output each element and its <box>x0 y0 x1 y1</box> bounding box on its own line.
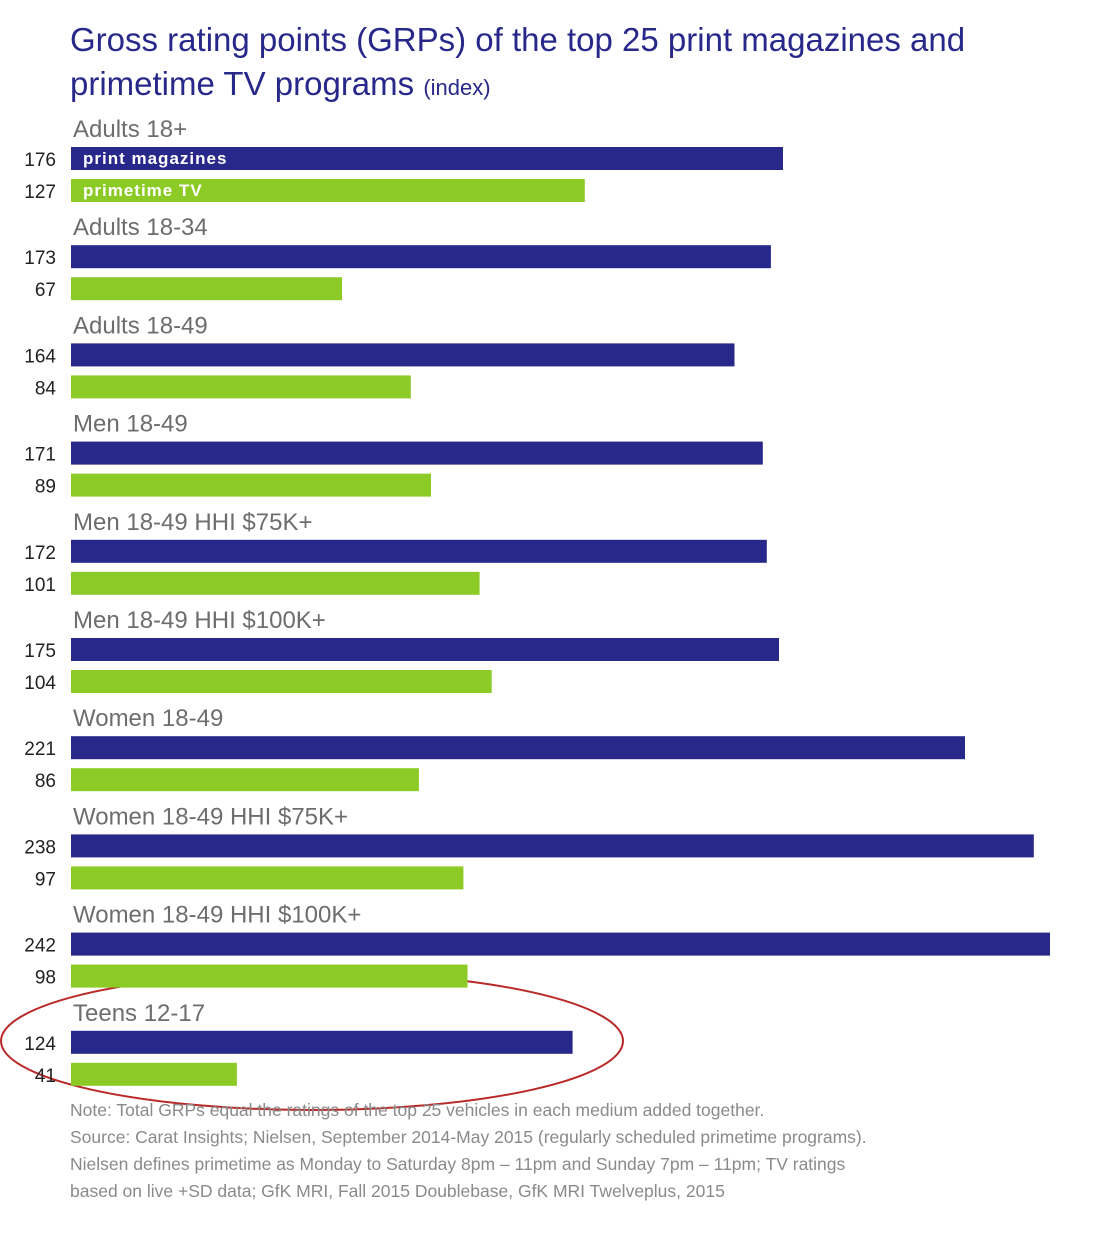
source-line: Source: Carat Insights; Nielsen, Septemb… <box>70 1127 867 1147</box>
value-label: 173 <box>24 248 56 269</box>
value-label: 98 <box>35 968 56 989</box>
value-label: 172 <box>24 543 56 564</box>
print-bar <box>71 736 965 760</box>
value-label: 67 <box>35 280 56 301</box>
print-bar <box>71 932 1050 956</box>
tv-bar <box>71 768 419 792</box>
value-label: 86 <box>35 771 56 792</box>
group-label: Adults 18-49 <box>73 312 208 339</box>
print-bar <box>71 147 783 170</box>
value-label: 124 <box>24 1034 56 1055</box>
tv-bar <box>71 571 480 595</box>
print-bar <box>71 1030 573 1054</box>
value-label: 41 <box>35 1066 56 1087</box>
value-label: 175 <box>24 641 56 662</box>
value-label: 164 <box>24 346 56 367</box>
group-label: Adults 18-34 <box>73 214 208 241</box>
group-label: Men 18-49 HHI $100K+ <box>73 607 326 634</box>
value-label: 171 <box>24 445 56 466</box>
chart-title-main: Gross rating points (GRPs) of the top 25… <box>70 21 966 102</box>
group-label: Men 18-49 HHI $75K+ <box>73 509 312 536</box>
value-label: 104 <box>24 673 56 694</box>
note-line: Note: Total GRPs equal the ratings of th… <box>70 1100 765 1120</box>
print-bar <box>71 834 1034 858</box>
group-label: Adults 18+ <box>73 116 187 143</box>
value-label: 101 <box>24 575 56 596</box>
print-bar <box>71 539 767 563</box>
value-label: 221 <box>24 739 56 760</box>
value-label: 242 <box>24 936 56 957</box>
tv-bar <box>71 866 464 890</box>
chart-title-suffix: (index) <box>423 75 491 100</box>
chart-notes: Note: Total GRPs equal the ratings of th… <box>70 1097 1110 1205</box>
group-label: Women 18-49 HHI $100K+ <box>73 902 361 929</box>
group-label: Women 18-49 HHI $75K+ <box>73 803 348 830</box>
value-label: 238 <box>24 837 56 858</box>
legend-label: primetime TV <box>83 181 203 200</box>
tv-bar <box>71 375 411 399</box>
source-line: Nielsen defines primetime as Monday to S… <box>70 1154 846 1174</box>
value-label: 97 <box>35 869 56 890</box>
tv-bar <box>71 473 431 497</box>
tv-bar <box>71 964 468 988</box>
print-bar <box>71 343 735 367</box>
source-line: based on live +SD data; GfK MRI, Fall 20… <box>70 1181 725 1201</box>
value-label: 127 <box>24 182 56 203</box>
group-label: Teens 12-17 <box>73 1000 205 1027</box>
print-bar <box>71 245 771 269</box>
tv-bar <box>71 277 342 301</box>
group-label: Women 18-49 <box>73 705 223 732</box>
value-label: 84 <box>35 378 57 399</box>
chart-title: Gross rating points (GRPs) of the top 25… <box>70 18 1100 110</box>
tv-bar <box>71 1062 237 1086</box>
bar-groups: Adults 18+ 176 print magazines 127 primetime… <box>24 116 1050 1087</box>
value-label: 89 <box>35 477 56 498</box>
print-bar <box>71 441 763 465</box>
group-label: Men 18-49 <box>73 411 188 438</box>
tv-bar <box>71 179 585 202</box>
tv-bar <box>71 670 492 693</box>
value-label: 176 <box>24 150 56 171</box>
print-bar <box>71 638 779 661</box>
legend-label: print magazines <box>83 149 227 168</box>
